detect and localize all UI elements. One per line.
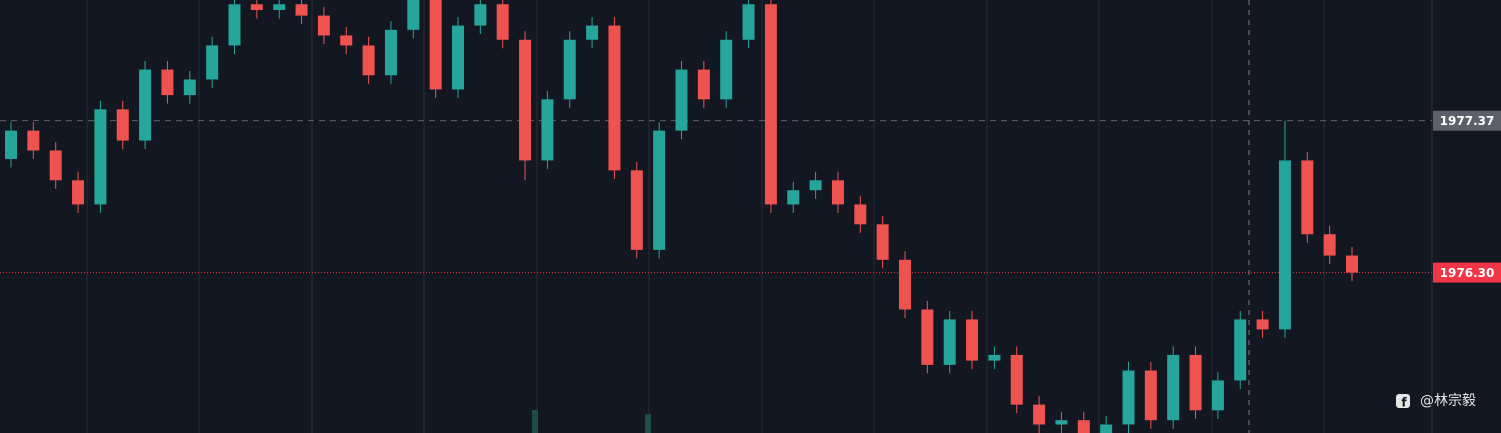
candle-body (362, 45, 375, 76)
candle-body (675, 69, 688, 131)
candle-body (407, 0, 420, 30)
candle-body (1144, 370, 1157, 421)
candle-body (697, 69, 710, 100)
candle-body (452, 25, 464, 90)
candle-body (943, 319, 956, 365)
candle-body (228, 4, 241, 46)
candle-body (1301, 160, 1314, 235)
candle-body (854, 204, 867, 225)
candle-body (139, 69, 152, 141)
facebook-icon-letter: f (1401, 396, 1407, 410)
price-label-bg (1433, 262, 1501, 283)
candle-body (764, 4, 777, 205)
candle-body (116, 109, 129, 141)
candle-body (742, 4, 755, 40)
candle-body (608, 25, 621, 171)
candle-body (429, 0, 442, 90)
candle-body (384, 29, 397, 76)
candle-body (653, 130, 666, 250)
candle-body (519, 39, 532, 161)
candle-body (1077, 420, 1090, 433)
candle-body (1211, 380, 1224, 411)
candle-body (787, 190, 800, 205)
candle-body (27, 130, 40, 151)
watermark: f @林宗毅 (1396, 392, 1476, 410)
candle-body (250, 4, 263, 10)
candle-body (966, 319, 979, 361)
candle-body (809, 180, 822, 191)
candle-body (5, 130, 17, 160)
candle-body (586, 25, 599, 40)
candle-body (206, 45, 219, 80)
candle-body (541, 99, 554, 161)
candle-body (720, 39, 733, 100)
volume-bar (645, 414, 651, 433)
candle-body (273, 4, 286, 10)
price-labels: 1977.37 1976.30 (1433, 110, 1501, 283)
candle-body (921, 309, 934, 365)
candle-body (1122, 370, 1135, 425)
candle-body (317, 15, 330, 36)
watermark-text: @林宗毅 (1420, 392, 1476, 409)
candle-body (831, 180, 844, 205)
candle-body (295, 4, 308, 16)
candle-body (876, 224, 889, 260)
candle-body (1167, 354, 1180, 421)
candle-body (183, 79, 196, 96)
candle-body (563, 39, 576, 100)
candle-body (988, 354, 1001, 361)
candle-body (161, 69, 174, 96)
candle-body (72, 180, 85, 205)
price-label-bg (1433, 110, 1501, 131)
candle-body (1189, 354, 1202, 411)
candle-body (474, 4, 487, 26)
price-label: 1977.37 (1440, 114, 1495, 128)
candle-body (899, 259, 911, 310)
facebook-icon (1396, 394, 1410, 408)
price-label: 1976.30 (1440, 266, 1495, 280)
candle-body (1256, 319, 1269, 330)
candle-body (1055, 420, 1068, 425)
candle-body (340, 35, 353, 46)
candle-body (1346, 255, 1358, 273)
price-lines (0, 120, 1432, 274)
volume-bar (532, 410, 538, 433)
candle-body (1234, 319, 1247, 381)
vertical-grid (86, 0, 1325, 433)
candle-body (630, 170, 643, 250)
candle-body (1278, 160, 1291, 330)
candles (5, 0, 1358, 433)
candle-body (1323, 234, 1336, 256)
candle-body (94, 109, 107, 205)
candle-body (1100, 424, 1113, 433)
candle-body (49, 150, 62, 181)
candle-body (496, 4, 509, 40)
candle-body (1010, 354, 1023, 405)
candle-body (1033, 404, 1046, 425)
